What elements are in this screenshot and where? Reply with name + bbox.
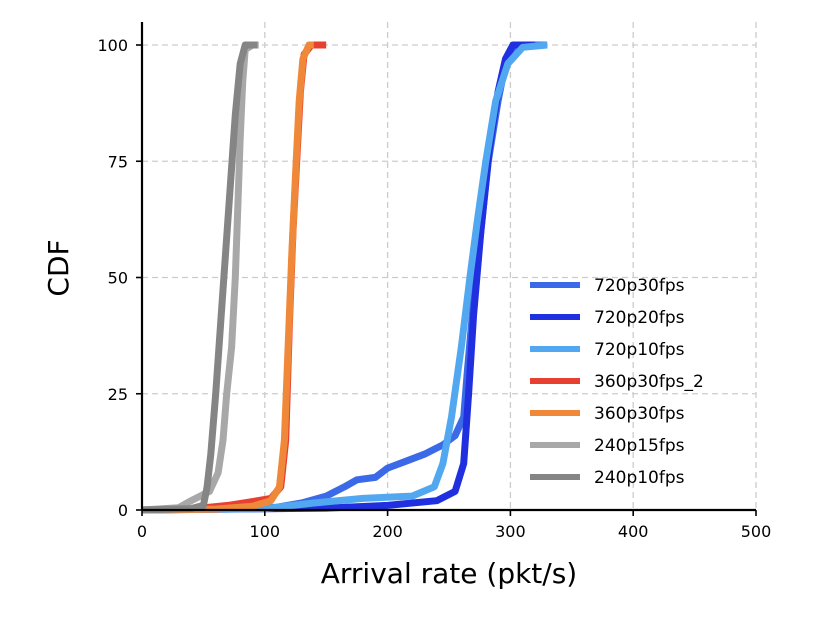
series-line-720p20fps: [141, 41, 535, 514]
y-tick-label-50: 50: [108, 269, 128, 288]
legend-label-360p30fps_2: 360p30fps_2: [594, 372, 704, 392]
legend-label-720p30fps: 720p30fps: [594, 276, 685, 296]
axes: [140, 22, 756, 512]
series-layer: [141, 41, 548, 514]
x-tick-label-300: 300: [495, 522, 526, 541]
series-line-720p10fps: [141, 41, 548, 514]
series-line-360p30fps: [141, 41, 314, 514]
x-tick-label-0: 0: [137, 522, 147, 541]
ticks: 0 100 200 300 400 500 0 25 50 75 100: [97, 36, 771, 541]
series-line-240p15fps: [141, 41, 259, 514]
legend-label-240p15fps: 240p15fps: [594, 436, 685, 456]
x-tick-label-200: 200: [372, 522, 403, 541]
y-axis-title: CDF: [42, 239, 75, 296]
legend: 720p30fps 720p20fps 720p10fps 360p30fps_2 36…: [530, 276, 704, 488]
legend-label-360p30fps: 360p30fps: [594, 404, 685, 424]
legend-label-240p10fps: 240p10fps: [594, 468, 685, 488]
y-tick-label-75: 75: [108, 152, 128, 171]
x-axis-title: Arrival rate (pkt/s): [321, 557, 577, 590]
legend-label-720p20fps: 720p20fps: [594, 308, 685, 328]
y-tick-label-100: 100: [97, 36, 128, 55]
x-tick-label-500: 500: [741, 522, 772, 541]
y-tick-label-0: 0: [118, 501, 128, 520]
x-tick-label-400: 400: [618, 522, 649, 541]
legend-label-720p10fps: 720p10fps: [594, 340, 685, 360]
y-tick-label-25: 25: [108, 385, 128, 404]
x-tick-label-100: 100: [250, 522, 281, 541]
series-line-240p10fps: [141, 41, 258, 514]
